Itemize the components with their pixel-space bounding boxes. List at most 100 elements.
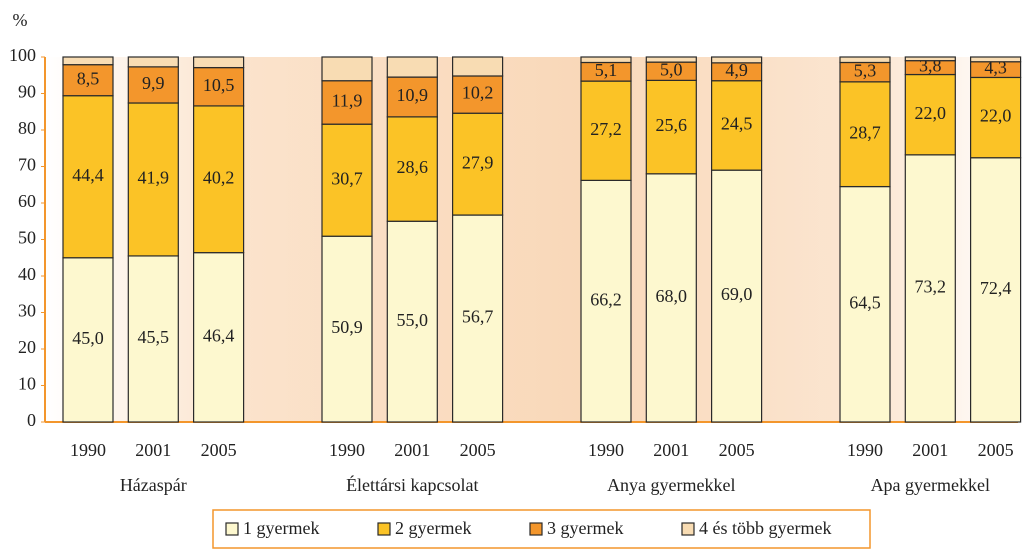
- data-label: 28,6: [397, 157, 429, 177]
- data-label: 10,2: [462, 83, 494, 103]
- bar-segment: [645, 56, 697, 63]
- bar-segment: [839, 56, 891, 64]
- data-label: 30,7: [331, 168, 363, 188]
- bar-segment: [321, 123, 373, 237]
- group-label: Házaspár: [120, 475, 187, 495]
- y-tick-label: 80: [18, 118, 36, 138]
- data-label: 5,3: [854, 60, 877, 80]
- y-tick-label: 20: [18, 337, 36, 357]
- data-label: 44,4: [72, 165, 104, 185]
- data-label: 50,9: [331, 317, 363, 337]
- bar-segment: [193, 56, 245, 69]
- bar-segment: [969, 76, 1022, 159]
- bar-segment: [321, 56, 373, 82]
- x-tick-label: 2001: [653, 440, 689, 460]
- group-label: Apa gyermekkel: [871, 475, 990, 495]
- bar-segment: [580, 56, 632, 64]
- data-label: 8,5: [77, 68, 100, 88]
- bar-segment: [839, 81, 891, 188]
- data-label: 4,3: [984, 58, 1007, 78]
- y-tick-label: 30: [18, 301, 36, 321]
- bar-segment: [62, 56, 114, 66]
- bar-segment: [321, 80, 373, 125]
- data-label: 28,7: [849, 122, 881, 142]
- y-tick-label: 10: [18, 374, 36, 394]
- y-tick-label: 70: [18, 155, 36, 175]
- x-tick-label: 1990: [329, 440, 365, 460]
- bar-segment: [645, 79, 697, 175]
- bar-segment: [321, 235, 373, 423]
- x-tick-label: 2005: [201, 440, 237, 460]
- data-label: 5,1: [595, 60, 618, 80]
- bar-segment: [645, 173, 697, 423]
- y-tick-label: 50: [18, 228, 36, 248]
- bar-segment: [710, 169, 763, 423]
- bar-segment: [710, 56, 763, 64]
- bar-segment: [452, 214, 504, 423]
- data-label: 22,0: [915, 103, 947, 123]
- bar-segment: [904, 56, 956, 62]
- x-tick-label: 2005: [460, 440, 496, 460]
- x-tick-label: 2001: [912, 440, 948, 460]
- bar-segment: [710, 80, 763, 171]
- data-label: 69,0: [721, 284, 753, 304]
- data-label: 73,2: [915, 277, 947, 297]
- x-tick-label: 1990: [588, 440, 624, 460]
- bar-segment: [386, 76, 438, 118]
- legend-swatch: [225, 522, 239, 536]
- legend-label: 3 gyermek: [547, 518, 623, 538]
- bar-segment: [386, 220, 438, 423]
- legend-swatch: [681, 522, 695, 536]
- bar-segment: [452, 75, 504, 114]
- data-label: 46,4: [203, 325, 235, 345]
- data-label: 41,9: [138, 168, 170, 188]
- bar-segment: [127, 56, 179, 68]
- bar-segment: [452, 56, 504, 77]
- data-label: 40,2: [203, 167, 235, 187]
- data-label: 9,9: [142, 73, 165, 93]
- x-tick-label: 2005: [719, 440, 755, 460]
- data-label: 22,0: [980, 106, 1012, 126]
- y-tick-label: 60: [18, 191, 36, 211]
- bar-segment: [904, 154, 956, 423]
- x-tick-label: 2005: [978, 440, 1014, 460]
- y-tick-label: 40: [18, 264, 36, 284]
- data-label: 4,9: [725, 60, 748, 80]
- bar-segment: [193, 105, 245, 254]
- bar-segment: [193, 252, 245, 423]
- data-label: 64,5: [849, 292, 881, 312]
- group-label: Anya gyermekkel: [607, 475, 735, 495]
- data-label: 25,6: [656, 115, 688, 135]
- bar-segment: [969, 157, 1022, 423]
- legend-label: 1 gyermek: [243, 518, 319, 538]
- data-label: 45,5: [138, 327, 170, 347]
- y-tick-label: 0: [27, 410, 36, 430]
- bar-segment: [969, 56, 1022, 63]
- y-tick-label: 100: [9, 45, 36, 65]
- group-label: Élettársi kapcsolat: [346, 474, 478, 495]
- bar-segment: [127, 102, 179, 257]
- data-label: 24,5: [721, 114, 753, 134]
- data-label: 66,2: [590, 289, 622, 309]
- bar-segment: [62, 64, 114, 97]
- data-label: 45,0: [72, 328, 104, 348]
- legend-label: 4 és több gyermek: [699, 518, 831, 538]
- x-tick-label: 1990: [847, 440, 883, 460]
- data-label: 5,0: [660, 59, 683, 79]
- bar-segment: [193, 66, 245, 107]
- x-tick-label: 2001: [394, 440, 430, 460]
- data-label: 27,9: [462, 152, 494, 172]
- bar-segment: [62, 257, 114, 423]
- bar-segment: [386, 116, 438, 222]
- legend-label: 2 gyermek: [395, 518, 471, 538]
- legend-swatch: [377, 522, 391, 536]
- data-label: 27,2: [590, 119, 622, 139]
- bar-segment: [386, 56, 438, 78]
- data-label: 68,0: [656, 286, 688, 306]
- legend-swatch: [529, 522, 543, 536]
- bar-segment: [580, 179, 632, 423]
- data-label: 55,0: [397, 310, 429, 330]
- bar-segment: [127, 255, 179, 423]
- y-tick-label: 90: [18, 82, 36, 102]
